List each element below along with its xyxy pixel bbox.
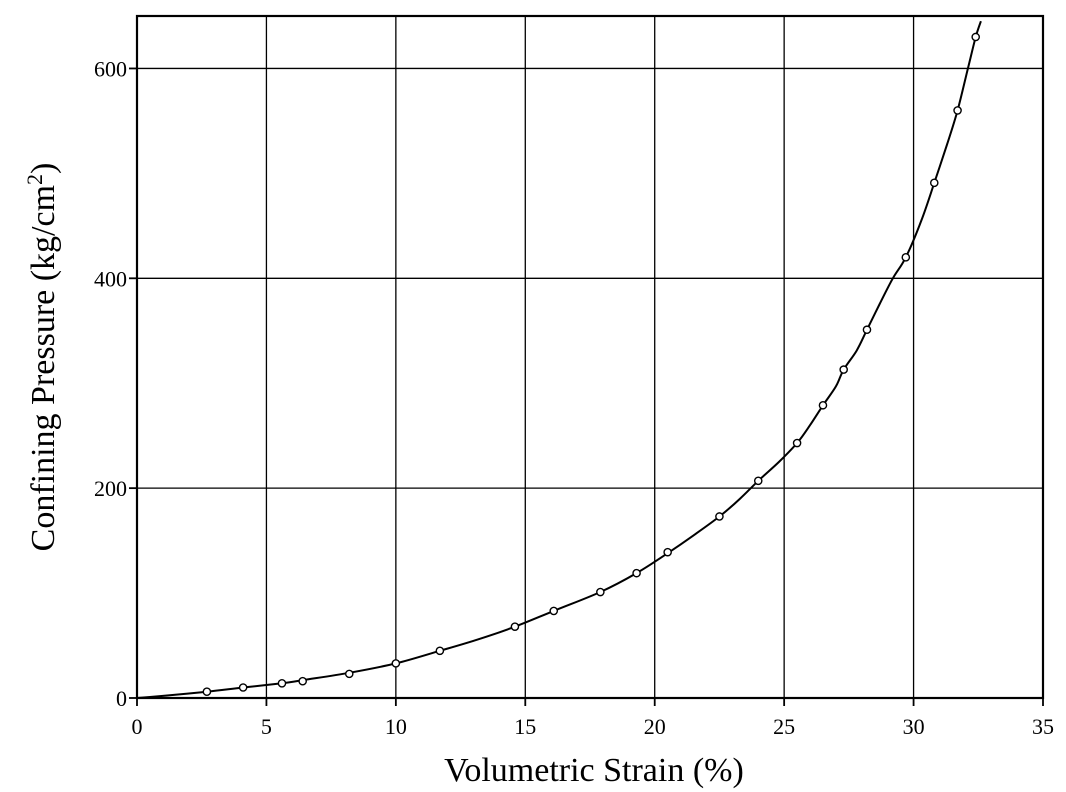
point-layer — [202, 32, 980, 697]
fitted-curve — [136, 20, 982, 699]
y-axis-title: Confining Pressure (kg/cm2) — [22, 163, 62, 552]
data-point — [953, 106, 962, 115]
y-tick-label: 400 — [94, 266, 127, 291]
data-point — [435, 646, 445, 656]
x-tick-label: 25 — [773, 714, 795, 739]
x-tick-label: 35 — [1032, 714, 1054, 739]
data-point — [929, 178, 939, 188]
data-point — [202, 687, 212, 697]
y-axis-title-superscript: 2 — [22, 174, 47, 185]
plot-frame — [135, 14, 1045, 700]
x-tick-label: 20 — [644, 714, 666, 739]
x-tick-label: 10 — [385, 714, 407, 739]
y-axis-title-close: ) — [25, 163, 62, 174]
data-point — [596, 587, 605, 597]
grid-layer — [137, 16, 1043, 698]
data-point — [663, 547, 672, 557]
x-tick-label: 0 — [132, 714, 143, 739]
x-tick-label: 30 — [903, 714, 925, 739]
data-point — [839, 365, 848, 374]
y-axis-title-main: Confining Pressure (kg/cm — [25, 185, 62, 551]
data-point — [238, 683, 248, 692]
data-point — [818, 400, 828, 410]
data-point — [510, 622, 520, 631]
y-tick-label: 600 — [94, 56, 127, 81]
data-point — [391, 659, 401, 668]
data-point — [549, 606, 559, 616]
data-point — [792, 438, 802, 448]
data-point — [753, 476, 763, 486]
data-point — [715, 512, 724, 521]
x-axis-title: Volumetric Strain (%) — [444, 752, 744, 789]
data-point — [632, 568, 641, 578]
data-point — [277, 679, 287, 688]
y-tick-label: 200 — [94, 476, 127, 501]
data-point — [344, 669, 354, 679]
data-point — [901, 253, 911, 262]
curve-layer — [136, 20, 982, 699]
data-point — [298, 676, 307, 686]
x-tick-label: 15 — [514, 714, 536, 739]
x-tick-label: 5 — [261, 714, 272, 739]
y-tick-label: 0 — [116, 686, 127, 711]
data-point — [971, 32, 980, 42]
data-point — [862, 325, 872, 335]
tick-label-layer: 0 5 10 15 20 25 30 35 0 200 400 600 — [94, 56, 1054, 739]
tick-layer — [129, 67, 1044, 706]
